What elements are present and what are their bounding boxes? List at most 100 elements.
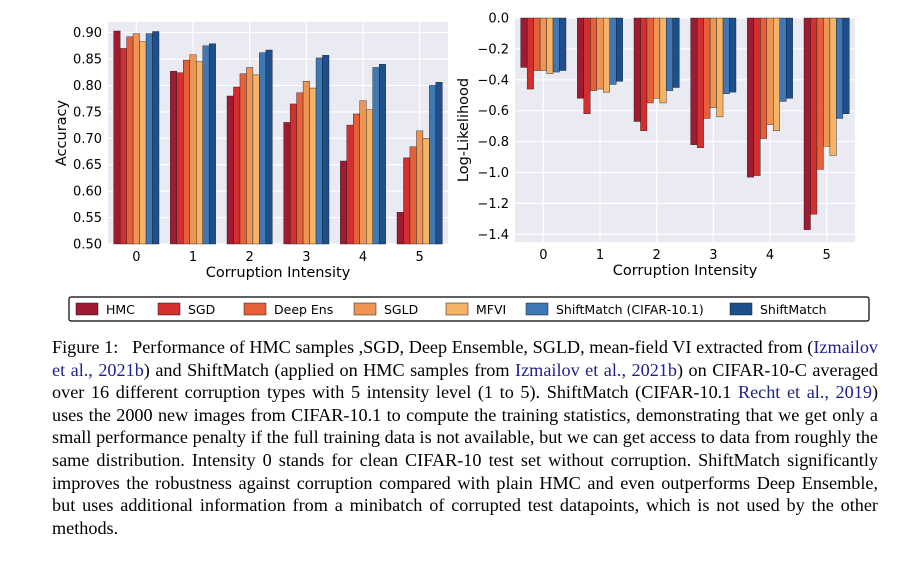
legend-label: HMC: [106, 302, 135, 317]
acc-bar: [296, 92, 304, 245]
ll-bar: [526, 17, 534, 90]
ll-bar: [546, 17, 554, 74]
ll-y-tick-label: −1.2: [477, 197, 509, 212]
acc-y-tick-label: 0.55: [73, 211, 102, 226]
ll-bar: [816, 17, 824, 170]
legend-swatch: [445, 302, 469, 316]
ll-y-tick-label: −0.4: [477, 73, 509, 88]
ll-bar: [785, 17, 793, 99]
ll-bar: [666, 17, 674, 91]
ll-x-tick-label: 3: [709, 248, 717, 263]
ll-x-tick-label: 0: [539, 248, 547, 263]
legend-swatch: [729, 302, 753, 316]
ll-bar: [596, 17, 604, 90]
ll-bar: [633, 17, 641, 122]
caption-text: ) on CIFAR-10-C averaged over 16 differe…: [52, 359, 878, 403]
acc-bar: [283, 122, 291, 245]
ll-bar: [552, 17, 560, 73]
citation-link[interactable]: Izmailov et al., 2021b: [515, 359, 677, 380]
acc-bar: [152, 31, 160, 245]
ll-bar: [729, 17, 737, 93]
ll-y-tick-label: −1.0: [477, 166, 509, 181]
acc-y-tick-label: 0.75: [73, 105, 102, 120]
ll-bar: [583, 17, 591, 114]
ll-x-axis-label: Corruption Intensity: [613, 263, 758, 279]
ll-bar: [836, 17, 844, 119]
citation-link[interactable]: Recht et al., 2019: [737, 382, 872, 403]
ll-bar: [653, 17, 661, 99]
acc-bar: [409, 146, 417, 245]
legend-swatch: [353, 302, 377, 316]
ll-bar: [803, 17, 811, 230]
ll-x-tick-label: 2: [653, 248, 661, 263]
log-likelihood-chart: 0.0 −0.2 −0.4 −0.6 −0.8 −1.0 −1.2 −1.4 0 1 2 3 4 5 Cor…: [456, 12, 855, 279]
acc-bar: [132, 33, 140, 245]
ll-bar: [659, 17, 667, 104]
acc-bar: [359, 100, 367, 245]
acc-y-tick-label: 0.70: [73, 132, 102, 147]
legend-label: Deep Ens: [274, 302, 333, 317]
ll-y-tick-label: −0.6: [477, 104, 509, 119]
acc-bar: [246, 67, 254, 245]
ll-bar: [829, 17, 837, 156]
ll-bar: [779, 17, 787, 102]
citation-link[interactable]: Izmailov et al., 2021b: [52, 337, 879, 380]
legend-label: SGD: [188, 302, 215, 317]
acc-bar: [170, 70, 178, 245]
ll-bar: [520, 17, 528, 68]
acc-y-tick-label: 0.65: [73, 158, 102, 173]
legend-swatch: [525, 302, 549, 316]
caption-label: Figure 1:: [52, 337, 119, 357]
acc-y-axis-label: Accuracy: [54, 99, 70, 166]
acc-bar: [289, 103, 297, 245]
ll-plot-area: [515, 18, 855, 242]
ll-bar: [559, 17, 567, 71]
ll-bar: [747, 17, 755, 178]
ll-bar: [703, 17, 711, 119]
acc-x-tick-label: 0: [132, 250, 140, 265]
acc-bar: [126, 36, 134, 245]
ll-bar: [640, 17, 648, 131]
acc-bar: [422, 138, 430, 245]
ll-bar: [615, 17, 623, 82]
acc-bar: [346, 124, 354, 245]
ll-bar: [753, 17, 761, 176]
ll-bar: [690, 17, 698, 145]
acc-bar: [202, 45, 210, 245]
acc-x-tick-label: 3: [302, 250, 310, 265]
ll-x-tick-label: 1: [596, 248, 604, 263]
legend: HMC SGD Deep Ens SGLD MFVI ShiftMatch (CIFAR-…: [68, 296, 870, 322]
ll-bar: [590, 17, 597, 91]
legend-swatch: [243, 302, 267, 316]
acc-y-tick-label: 0.90: [73, 26, 102, 41]
ll-y-tick-label: −0.2: [477, 42, 509, 57]
acc-bar: [322, 55, 330, 245]
ll-y-tick-label: −0.8: [477, 135, 509, 150]
caption-text: ) uses the 2000 new images from CIFAR-10…: [52, 382, 878, 538]
acc-bar: [315, 57, 323, 245]
ll-bar: [603, 17, 610, 93]
ll-bar: [823, 17, 831, 147]
acc-x-axis-label: Corruption Intensity: [206, 265, 351, 281]
ll-bar: [722, 17, 730, 94]
ll-bar: [539, 17, 547, 71]
ll-bar: [646, 17, 654, 104]
legend-label: ShiftMatch: [760, 302, 827, 317]
acc-y-tick-label: 0.50: [73, 238, 102, 253]
acc-y-tick-label: 0.85: [73, 53, 102, 68]
acc-bar: [239, 73, 247, 245]
ll-bar: [672, 17, 680, 88]
acc-x-tick-label: 4: [359, 250, 367, 265]
acc-x-tick-label: 2: [246, 250, 254, 265]
accuracy-chart: 0.50 0.55 0.60 0.65 0.70 0.75 0.80 0.85 0.90 0 1 2 3…: [54, 22, 448, 281]
ll-y-tick-label: −1.4: [477, 228, 509, 243]
figure-panel: 0.50 0.55 0.60 0.65 0.70 0.75 0.80 0.85 0.90 0 1 2 3…: [54, 12, 870, 322]
acc-bar: [353, 113, 360, 245]
acc-bar: [435, 82, 443, 245]
acc-bar: [176, 72, 184, 245]
figure-caption: Figure 1: Performance of HMC samples ,SG…: [52, 336, 878, 539]
acc-bar: [309, 87, 317, 245]
legend-label: MFVI: [476, 302, 506, 317]
ll-bar: [577, 17, 585, 99]
acc-bar: [183, 59, 190, 245]
